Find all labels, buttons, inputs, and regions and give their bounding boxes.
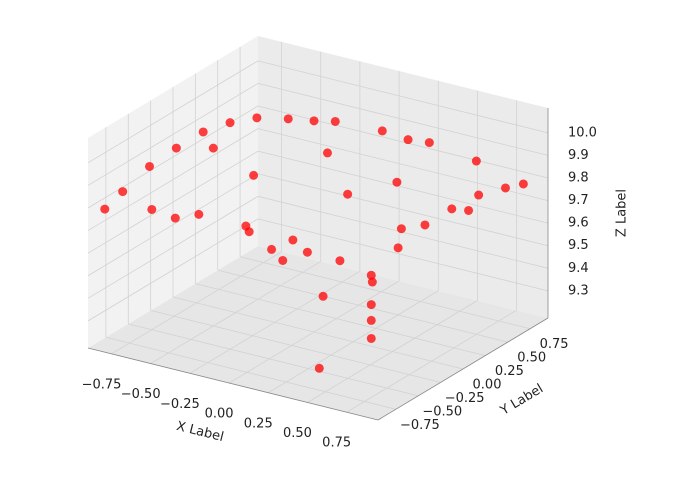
grid-line <box>87 83 259 186</box>
point <box>314 363 324 373</box>
grid-line <box>128 323 419 397</box>
z-tick-label: 9.7 <box>568 193 589 208</box>
grid-line <box>257 60 549 134</box>
point <box>424 138 434 148</box>
y-tick-label: 0.50 <box>517 351 546 366</box>
point <box>249 170 259 180</box>
point <box>518 179 528 189</box>
point <box>194 209 204 219</box>
point <box>393 243 403 253</box>
y-tick-label: 0.75 <box>540 337 569 352</box>
y-axis-line <box>377 317 549 421</box>
grid-line <box>87 60 259 164</box>
grid-line <box>257 218 549 292</box>
point <box>367 277 377 287</box>
point <box>343 189 353 199</box>
y-tick-label: −0.50 <box>422 404 462 419</box>
point <box>100 204 110 214</box>
point <box>500 183 510 193</box>
point <box>225 118 235 128</box>
point <box>198 127 208 137</box>
grid-line <box>87 128 259 231</box>
point <box>252 113 262 123</box>
point <box>330 116 340 126</box>
point <box>318 291 328 301</box>
point <box>420 220 430 230</box>
point <box>366 300 376 310</box>
point <box>288 235 298 245</box>
y-tick-label: 0.25 <box>495 364 524 379</box>
z-tick-label: 9.8 <box>568 171 589 186</box>
z-tick-label: 9.3 <box>568 283 589 298</box>
x-axis-line <box>87 347 379 421</box>
y-tick-label: 0.00 <box>473 378 502 393</box>
grid-line <box>105 336 396 410</box>
point <box>403 135 413 145</box>
grid-line <box>257 150 549 224</box>
grid-line <box>257 128 549 201</box>
point <box>170 213 180 223</box>
point <box>377 126 387 136</box>
x-tick-label: 0.00 <box>205 407 234 422</box>
x-axis-label: X Label <box>175 419 225 445</box>
z-tick-label: 9.5 <box>568 238 589 253</box>
grid-line <box>87 195 259 299</box>
grid-line <box>195 283 486 356</box>
back-pane <box>258 36 548 318</box>
grid-line <box>87 173 259 277</box>
point <box>208 143 218 153</box>
x-tick-label: −0.25 <box>160 397 200 412</box>
point <box>366 270 376 280</box>
point <box>302 247 312 257</box>
x-tick-label: −0.50 <box>121 387 161 402</box>
point <box>267 244 277 254</box>
grid-line <box>257 173 549 247</box>
point <box>396 224 406 234</box>
y-tick-label: −0.75 <box>400 418 440 433</box>
grid-line <box>150 310 441 383</box>
point <box>244 227 254 237</box>
point <box>171 143 181 153</box>
point <box>278 255 288 265</box>
grid-line <box>257 105 549 179</box>
point <box>447 204 457 214</box>
z-tick-label: 9.9 <box>568 148 589 163</box>
x-tick-label: 0.50 <box>283 426 312 441</box>
z-axis-label: Z Label <box>615 189 630 237</box>
point <box>474 190 484 200</box>
x-tick-label: 0.25 <box>244 416 273 431</box>
point <box>118 187 128 197</box>
x-tick-label: −0.75 <box>82 377 122 392</box>
grid-line <box>240 256 531 330</box>
grid-line <box>87 150 259 254</box>
grid-line <box>217 269 508 343</box>
point <box>322 148 332 158</box>
point <box>145 161 155 171</box>
y-axis-label: Y Label <box>497 381 546 419</box>
z-tick-label: 10.0 <box>568 125 597 140</box>
point <box>283 114 293 124</box>
point <box>366 333 376 343</box>
point <box>366 315 376 325</box>
grid-line <box>257 83 549 156</box>
grid-line <box>172 296 464 370</box>
point <box>335 256 345 266</box>
y-tick-label: −0.25 <box>445 391 485 406</box>
point <box>464 205 474 215</box>
point <box>309 116 319 126</box>
point <box>147 204 157 214</box>
z-tick-label: 9.6 <box>568 216 589 231</box>
grid-line <box>87 218 259 322</box>
point <box>471 156 481 166</box>
x-tick-label: 0.75 <box>322 436 351 451</box>
z-tick-label: 9.4 <box>568 261 589 276</box>
point <box>392 177 402 187</box>
